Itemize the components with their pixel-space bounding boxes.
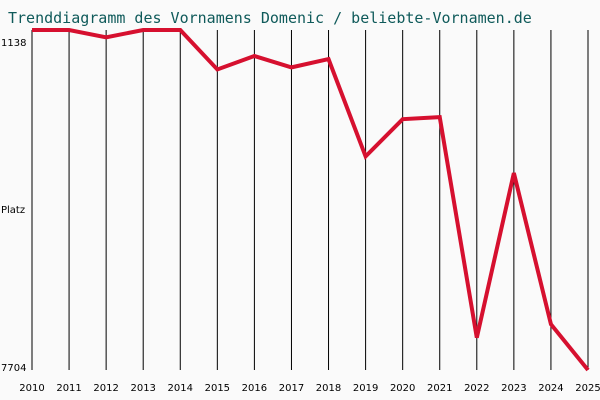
series-layer [31,28,590,372]
x-tick-2016: 2016 [242,383,267,394]
chart-title: Trenddiagramm des Vornamens Domenic / be… [8,9,532,27]
x-tick-2011: 2011 [56,383,81,394]
x-tick-2020: 2020 [390,383,415,394]
x-tick-labels: 2010 2011 2012 2013 2014 2015 2016 2017 2018 2019… [19,383,600,394]
x-tick-2015: 2015 [205,383,230,394]
y-top-tick-label: 1138 [1,38,26,49]
x-tick-2017: 2017 [279,383,304,394]
x-tick-2022: 2022 [464,383,489,394]
x-tick-2023: 2023 [501,383,526,394]
x-tick-2012: 2012 [93,383,118,394]
x-tick-2024: 2024 [538,383,563,394]
x-tick-2013: 2013 [130,383,155,394]
y-bottom-tick-label: 7704 [1,363,26,374]
grid-lines [31,30,589,370]
x-tick-2014: 2014 [168,383,193,394]
x-tick-2021: 2021 [427,383,452,394]
x-tick-2018: 2018 [316,383,341,394]
x-tick-2010: 2010 [19,383,44,394]
y-axis-label: Platz [1,205,25,216]
series-line-0 [32,28,590,372]
x-tick-2019: 2019 [353,383,378,394]
x-tick-2025: 2025 [575,383,600,394]
